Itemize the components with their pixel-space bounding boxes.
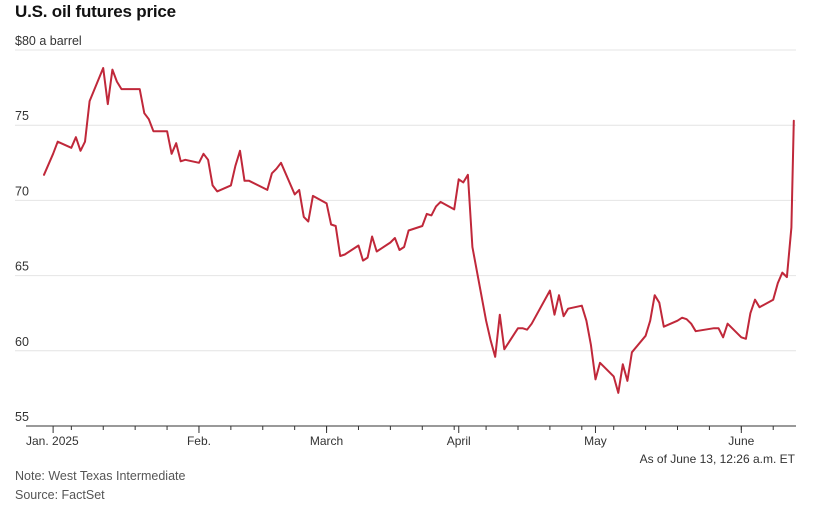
- y-tick-label: 65: [15, 260, 29, 274]
- as-of-timestamp: As of June 13, 12:26 a.m. ET: [639, 452, 795, 466]
- x-tick-label: April: [447, 434, 471, 448]
- y-tick-label: $80 a barrel: [15, 34, 82, 48]
- y-tick-label: 75: [15, 109, 29, 123]
- x-axis: Jan. 2025 Feb. March April May June: [26, 425, 796, 448]
- x-tick-label: May: [584, 434, 607, 448]
- series-line-group: [43, 67, 795, 394]
- x-tick-label: Feb.: [187, 434, 211, 448]
- y-tick-label: 55: [15, 410, 29, 424]
- x-tick-label: June: [728, 434, 754, 448]
- series-line: [43, 67, 795, 394]
- chart-note: Note: West Texas Intermediate: [15, 469, 186, 483]
- x-tick-label: Jan. 2025: [26, 434, 79, 448]
- chart-source: Source: FactSet: [15, 488, 105, 502]
- x-tick-label: March: [310, 434, 343, 448]
- y-tick-labels: $80 a barrel 75 70 65 60 55: [15, 34, 82, 424]
- y-tick-label: 60: [15, 335, 29, 349]
- chart-title: U.S. oil futures price: [15, 2, 176, 21]
- gridlines: [15, 49, 796, 352]
- y-tick-label: 70: [15, 184, 29, 198]
